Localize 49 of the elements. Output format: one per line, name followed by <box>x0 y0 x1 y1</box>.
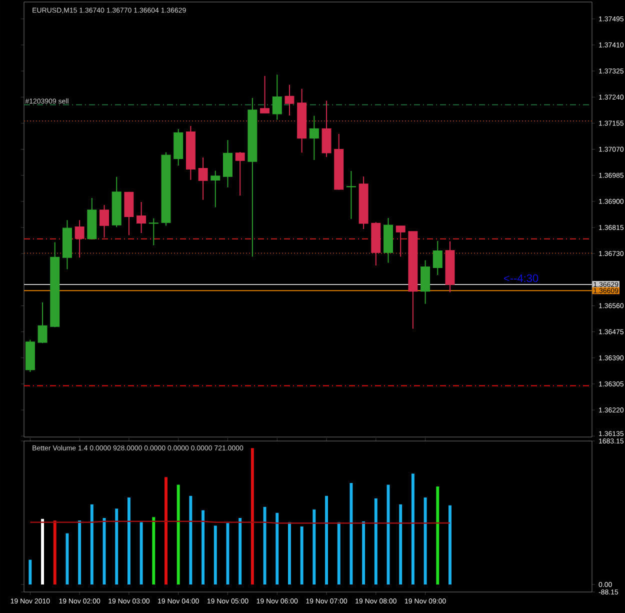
bar <box>28 560 32 584</box>
bar <box>424 498 427 584</box>
bar <box>78 520 82 584</box>
candlestick <box>38 302 48 344</box>
candlestick <box>235 152 245 196</box>
bar <box>337 522 340 584</box>
bar <box>276 512 279 584</box>
candlestick <box>432 240 442 276</box>
bar <box>250 448 254 584</box>
bar <box>362 521 366 584</box>
candlestick <box>136 202 146 234</box>
bar <box>238 518 242 584</box>
candlestick <box>198 157 208 200</box>
annotation: <--4:30 <box>504 274 538 282</box>
bar <box>152 517 156 584</box>
candlestick <box>74 220 84 258</box>
candlestick <box>396 225 406 258</box>
candlestick <box>284 84 294 116</box>
bar <box>436 486 440 584</box>
bar <box>127 498 130 584</box>
bar <box>263 506 266 584</box>
candlestick <box>222 140 232 188</box>
candlestick <box>309 115 319 160</box>
candlestick <box>260 75 270 114</box>
bar <box>53 520 56 584</box>
bar <box>374 498 378 584</box>
candlestick <box>148 218 158 246</box>
bar <box>399 504 402 584</box>
bar <box>312 509 316 584</box>
bar <box>164 477 168 584</box>
bar <box>176 484 180 584</box>
bar <box>140 522 143 584</box>
bar <box>41 518 44 584</box>
bar <box>214 526 217 584</box>
bar <box>325 496 328 584</box>
bar <box>66 533 69 584</box>
candlestick <box>210 170 220 208</box>
bar <box>288 522 291 584</box>
bar <box>90 504 94 584</box>
bar <box>300 526 304 584</box>
candlestick <box>100 204 110 238</box>
bar <box>411 474 414 584</box>
bar <box>202 510 205 584</box>
bar <box>189 496 192 584</box>
bar <box>448 505 452 584</box>
bar <box>350 483 353 584</box>
candlestick <box>346 170 356 220</box>
candlestick <box>272 74 282 120</box>
bar <box>115 508 118 584</box>
